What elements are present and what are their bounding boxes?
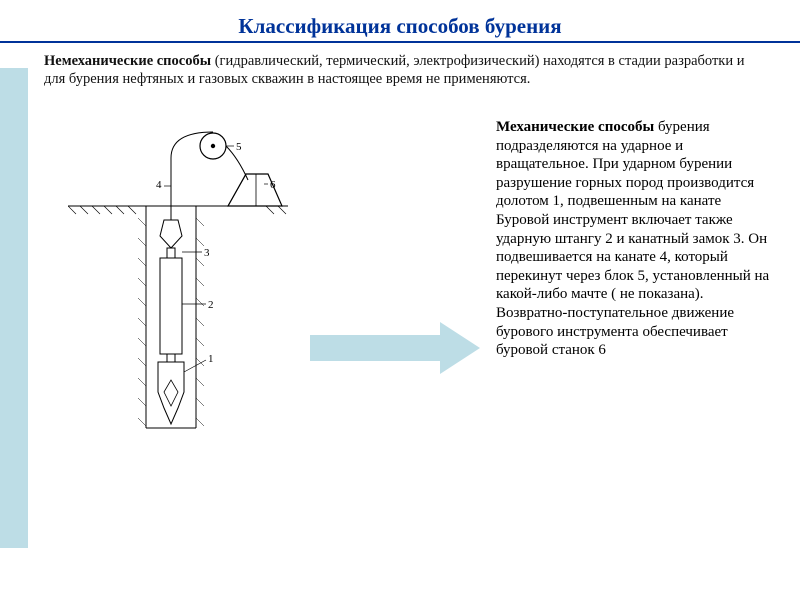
- intro-bold: Немеханические способы: [44, 53, 211, 69]
- title-text: Классификация способов бурения: [238, 14, 561, 38]
- diagram-label-2: 2: [208, 299, 214, 311]
- page-title: Классификация способов бурения: [0, 14, 800, 43]
- drilling-diagram: 5 6 4 3 2 1: [68, 128, 288, 448]
- diagram-label-6: 6: [270, 179, 276, 191]
- arrow-right: [310, 322, 480, 374]
- right-bold: Механические способы: [496, 119, 654, 135]
- diagram-label-4: 4: [156, 179, 162, 191]
- diagram-label-1: 1: [208, 353, 214, 365]
- right-rest: бурения подразделяются на ударное и вращ…: [496, 119, 769, 358]
- diagram-label-3: 3: [204, 247, 210, 259]
- intro-paragraph: Немеханические способы (гидравлический, …: [44, 52, 764, 88]
- left-decorative-bar: [0, 68, 28, 548]
- diagram-label-5: 5: [236, 141, 242, 153]
- right-paragraph: Механические способы бурения подразделяю…: [496, 118, 776, 360]
